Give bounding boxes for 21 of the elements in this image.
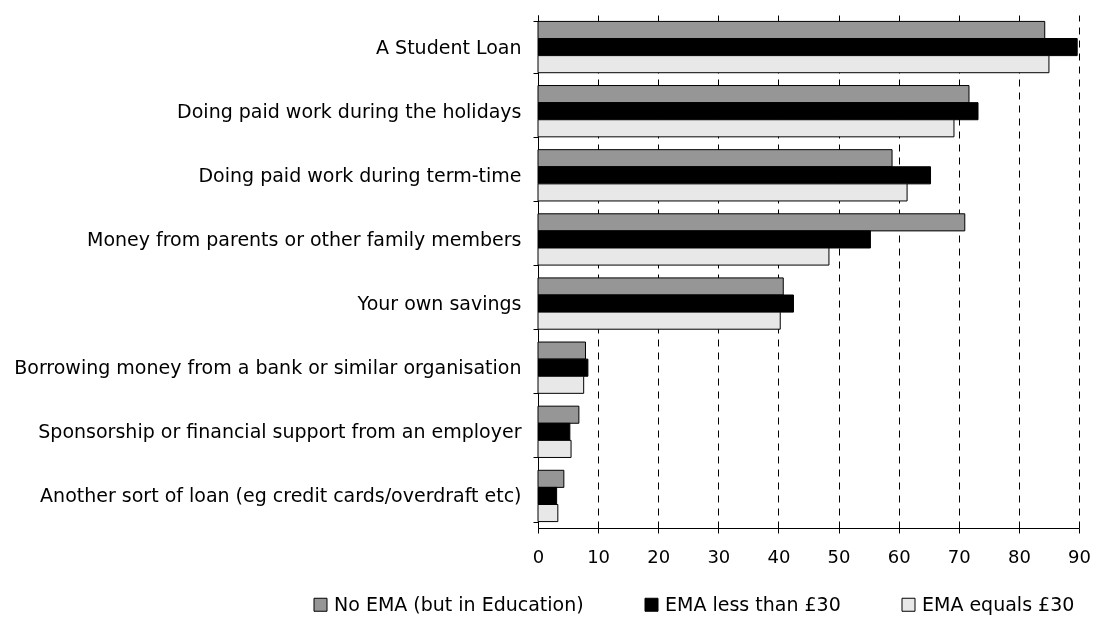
y-tick-label: Your own savings [356,292,522,315]
legend-label: EMA less than £30 [665,592,841,615]
y-tick-label: Another sort of loan (eg credit cards/overdraft etc) [40,484,522,507]
x-tick-label: 10 [587,545,611,567]
x-tick-label: 60 [887,545,911,567]
x-tick-label: 80 [1007,545,1031,567]
legend-label: EMA equals £30 [922,592,1075,615]
y-tick-label: Money from parents or other family members [87,227,522,250]
y-tick-label: Borrowing money from a bank or similar organisation [14,356,522,379]
x-tick-label: 70 [947,545,971,567]
x-tick-label: 20 [647,545,671,567]
x-tick-label: 90 [1068,545,1091,567]
y-tick-label: Doing paid work during term-time [198,163,522,186]
y-tick-label: A Student Loan [376,35,522,58]
y-tick-label: Sponsorship or financial support from an employer [38,420,522,443]
legend-label: No EMA (but in Education) [334,592,584,615]
x-tick-label: 40 [767,545,791,567]
x-tick-label: 50 [827,545,851,567]
y-tick-label: Doing paid work during the holidays [177,99,522,122]
x-tick-label: 0 [532,545,545,567]
x-tick-label: 30 [707,545,731,567]
